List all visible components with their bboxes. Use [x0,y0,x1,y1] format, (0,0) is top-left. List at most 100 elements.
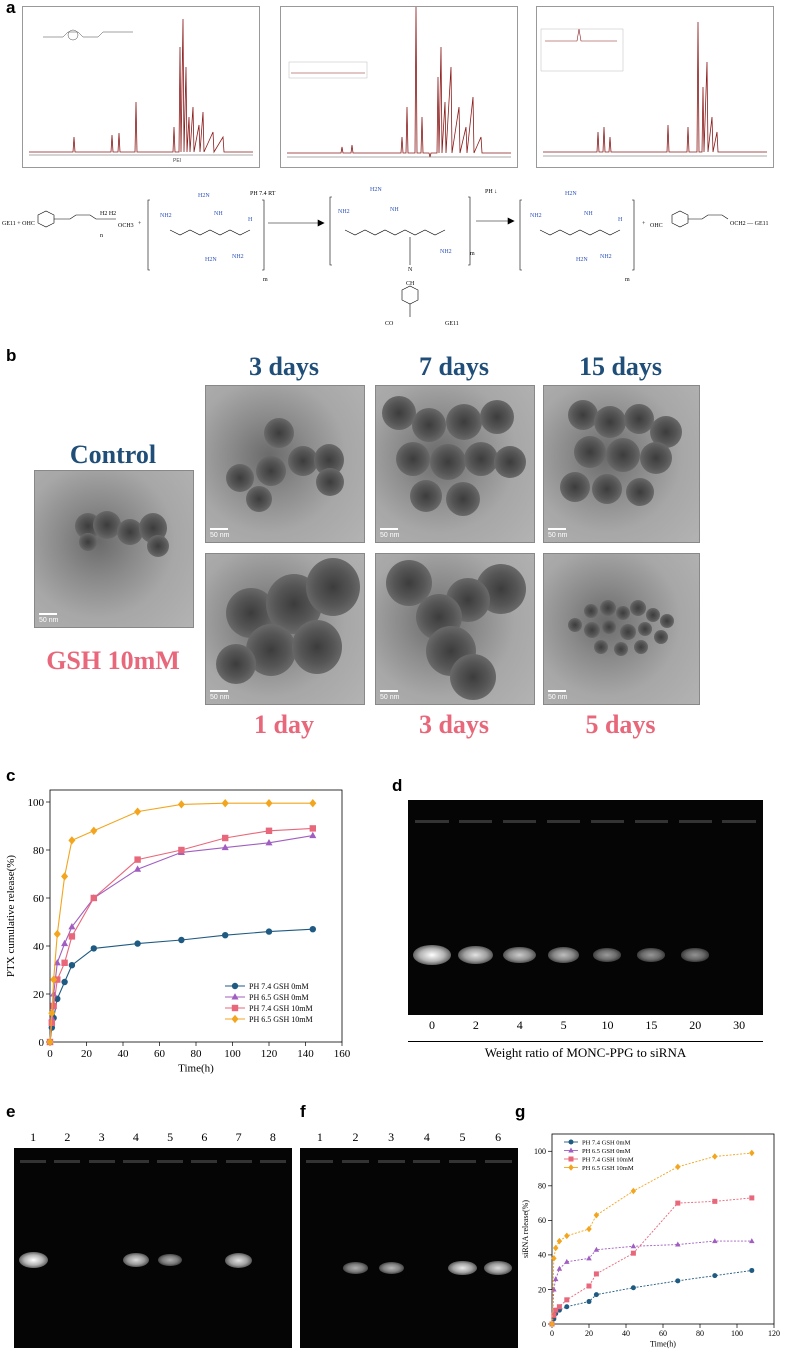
y-tick-label: 40 [538,1251,546,1260]
scheme-plus-1: + [138,221,142,227]
gel-well [503,820,537,823]
x-tick-label: 80 [696,1329,704,1338]
data-point [593,1246,600,1252]
x-tick-label: 80 [191,1048,203,1060]
data-point [675,1241,681,1247]
scheme-conditions-1: PH 7.4 RT [250,191,276,197]
data-point [675,1200,681,1206]
lane-label: 1 [30,1130,37,1144]
gel-band [413,945,451,965]
amine-nh2-2: NH2 [232,254,244,260]
x-tick-label: 60 [659,1329,667,1338]
y-tick-label: 60 [538,1216,546,1225]
data-point [222,834,229,842]
legend-entry: PH 7.4 GSH 10mM [249,1004,313,1013]
legend-marker [568,1139,574,1145]
data-point [68,836,76,845]
gel-well [459,820,493,823]
scheme-tail-2: OCH2 — GE11 [730,221,768,227]
gel-band [122,1252,150,1268]
x-tick-label: 120 [261,1048,278,1060]
data-point [749,1149,755,1157]
gel-d-divider [408,1041,763,1042]
data-point [221,799,229,808]
scheme-n-1: n [100,233,103,239]
x-tick-label: 40 [622,1329,630,1338]
legend-marker [231,1004,239,1012]
label-control: Control [69,440,157,469]
scheme-och3: OCH3 [118,223,134,229]
gel-d-lane-labels: 0 2 4 5 10 15 20 30 [408,1018,763,1036]
x-tick-label: 140 [297,1048,314,1060]
nmr-spectrum-3 [536,6,774,168]
x-axis-label: Time(h) [178,1062,214,1074]
y-tick-label: 80 [538,1182,546,1191]
data-point [564,1297,570,1303]
data-point [134,865,142,872]
amine-nh2-5: NH2 [530,213,542,219]
lane-label: 8 [269,1130,276,1144]
data-point [68,962,76,969]
scheme-carbonyl: CO [385,321,394,327]
legend-entry: PH 7.4 GSH 0mM [249,982,309,991]
y-axis-label: siRNA release(%) [521,1200,530,1258]
panel-letter-f: f [300,1102,306,1121]
data-point [593,1211,600,1219]
tem-3-days-gsh-scale: 50 nm [380,694,400,701]
lane-label: 2 [352,1130,359,1144]
series-points-2 [549,1238,755,1326]
panel-letter-c: c [6,766,16,785]
y-tick-label: 100 [534,1147,546,1156]
tem-15-days: 50 nm [543,385,700,543]
series-points-4 [549,1149,755,1328]
label-15-days-top: 15 days [578,352,663,381]
data-point [90,945,98,952]
lane-label: 4 [132,1130,139,1144]
gel-band [681,948,709,962]
data-point [556,1265,563,1271]
data-point [564,1232,570,1240]
scheme-m-3: m [625,277,630,283]
gel-f [300,1148,518,1348]
gel-band [343,1262,368,1274]
series-points-4 [46,799,317,1047]
amine-nh2-6: NH2 [600,254,612,260]
nmr-axis-label: PEI [173,158,181,164]
data-point [551,1312,557,1318]
data-point [265,838,273,846]
data-point [309,825,316,832]
gel-band [637,948,666,962]
nmr-spectrum-2 [280,6,518,168]
tem-1-day: 50 nm [205,553,365,705]
data-point [712,1273,718,1279]
lane-label: 2 [472,1018,479,1032]
gel-well [122,1160,149,1163]
data-point [61,978,68,986]
amine-h2n-2: H2N [205,257,217,263]
scheme-ohc: OHC [650,223,663,229]
amine-h2n-1: H2N [198,193,210,199]
amine-h2n-3: H2N [370,187,382,193]
lane-label: 30 [733,1018,746,1032]
tem-7-days-scale: 50 nm [380,532,400,539]
gel-well [157,1160,184,1163]
data-point [630,1250,636,1256]
data-point [552,1276,559,1282]
x-tick-label: 100 [224,1048,241,1060]
tem-1-day-scale: 50 nm [210,694,230,701]
gel-band [18,1251,48,1269]
lane-label: 4 [423,1130,430,1144]
data-point [54,995,61,1002]
data-point [593,1292,599,1298]
lane-label: 2 [64,1130,71,1144]
legend-marker [231,982,239,990]
data-point [675,1163,681,1171]
amine-nh2-1: NH2 [160,213,172,219]
scheme-imine-ch: CH [406,281,415,287]
data-point [712,1238,718,1244]
data-point [586,1225,592,1233]
data-point [61,872,69,881]
gel-band [484,1261,512,1275]
lane-label: 20 [689,1018,702,1032]
